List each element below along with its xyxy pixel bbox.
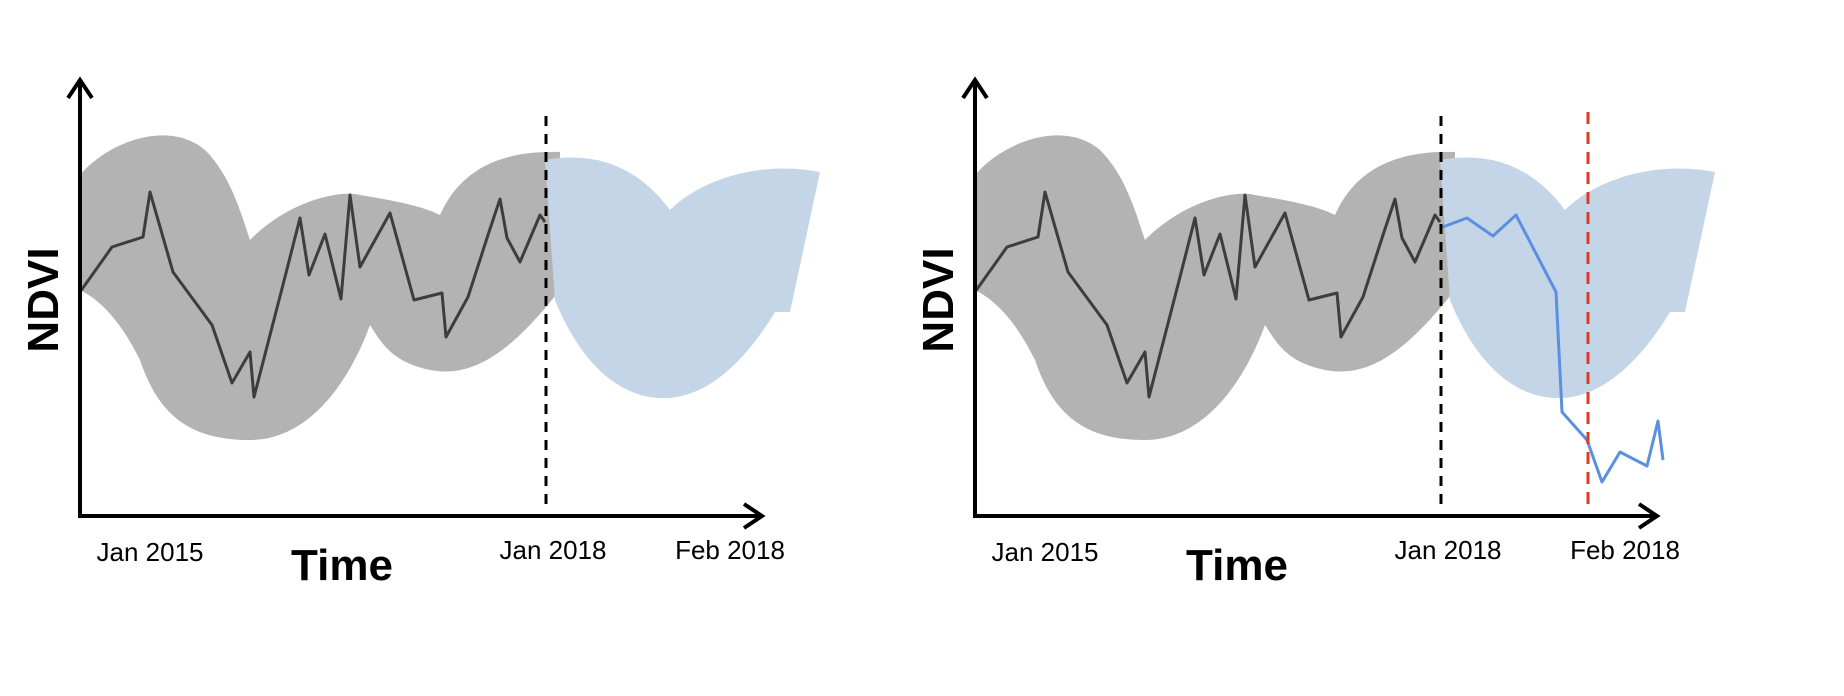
x-axis-arrow-icon [1637,502,1661,530]
history-band [80,135,560,440]
ndvi-time-diagram-left: NDVI Time Jan 2015 Jan 2018 Feb 2018 [19,76,820,590]
panel-with-break-detection: NDVI Time Jan 2015 Jan 2018 Feb 2018 [895,0,1795,696]
history-ndvi-line [78,190,547,399]
tick-label-start: Jan 2015 [97,537,204,567]
x-axis-label: Time [291,541,393,590]
y-axis-label: NDVI [914,247,963,352]
monitoring-ndvi-line [1439,213,1665,484]
history-band [975,135,1455,440]
y-axis-label: NDVI [19,247,68,352]
panel-history-only: NDVI Time Jan 2015 Jan 2018 Feb 2018 [0,0,900,696]
ndvi-time-diagram-right: NDVI Time Jan 2015 Jan 2018 Feb 2018 [914,76,1715,590]
tick-label-monitor-end: Feb 2018 [1570,535,1680,565]
tick-label-history-end: Jan 2018 [500,535,607,565]
forecast-band [1440,157,1715,399]
x-axis-arrow-icon [742,502,766,530]
y-axis-arrow-icon [961,76,989,100]
tick-label-history-end: Jan 2018 [1395,535,1502,565]
tick-label-start: Jan 2015 [992,537,1099,567]
tick-label-monitor-end: Feb 2018 [675,535,785,565]
forecast-band [545,157,820,399]
x-axis-label: Time [1186,541,1288,590]
y-axis-arrow-icon [66,76,94,100]
history-ndvi-line [973,190,1442,399]
